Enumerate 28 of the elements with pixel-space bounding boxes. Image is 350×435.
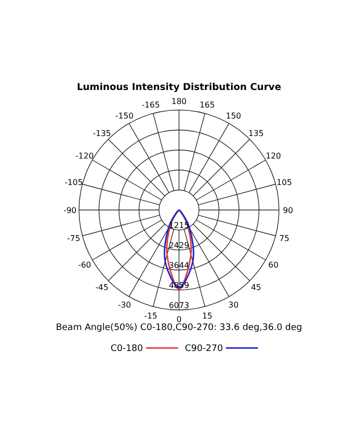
spoke-label: -135 (92, 128, 112, 138)
spoke-label: -60 (78, 260, 92, 270)
spoke-label: -90 (63, 206, 77, 215)
legend-label: C90-270 (184, 344, 224, 354)
spoke-label: -30 (118, 300, 132, 310)
spoke-label: 30 (228, 300, 239, 310)
chart-title: Luminous Intensity Distribution Curve (76, 82, 282, 93)
spoke-label: -165 (142, 100, 160, 110)
spoke-label: 165 (200, 100, 215, 110)
spoke-label: 0 (176, 315, 182, 324)
spoke-label: -120 (76, 152, 94, 160)
spoke-label: -150 (115, 112, 134, 121)
spoke-label: -105 (64, 178, 83, 187)
text: Beam Angle(50%) C0-180,C90-270: 33.6 deg,36.0 deg (56, 323, 302, 333)
spoke-label: -15 (144, 311, 158, 320)
spoke-label: 90 (282, 206, 294, 215)
spoke-label: 180 (171, 97, 187, 106)
spoke-label: 150 (226, 112, 242, 121)
spoke-label: 60 (268, 260, 278, 270)
spoke-label: 105 (276, 178, 292, 187)
legend-label: C0-180 (110, 344, 144, 354)
spoke-label: 135 (248, 128, 264, 138)
spoke-label: 45 (250, 283, 262, 292)
spoke-label: -45 (95, 283, 108, 292)
spoke-label: 15 (202, 311, 212, 320)
spoke-label: 75 (279, 234, 290, 244)
spoke-label: 120 (266, 152, 282, 160)
spoke-label: -75 (67, 234, 80, 244)
